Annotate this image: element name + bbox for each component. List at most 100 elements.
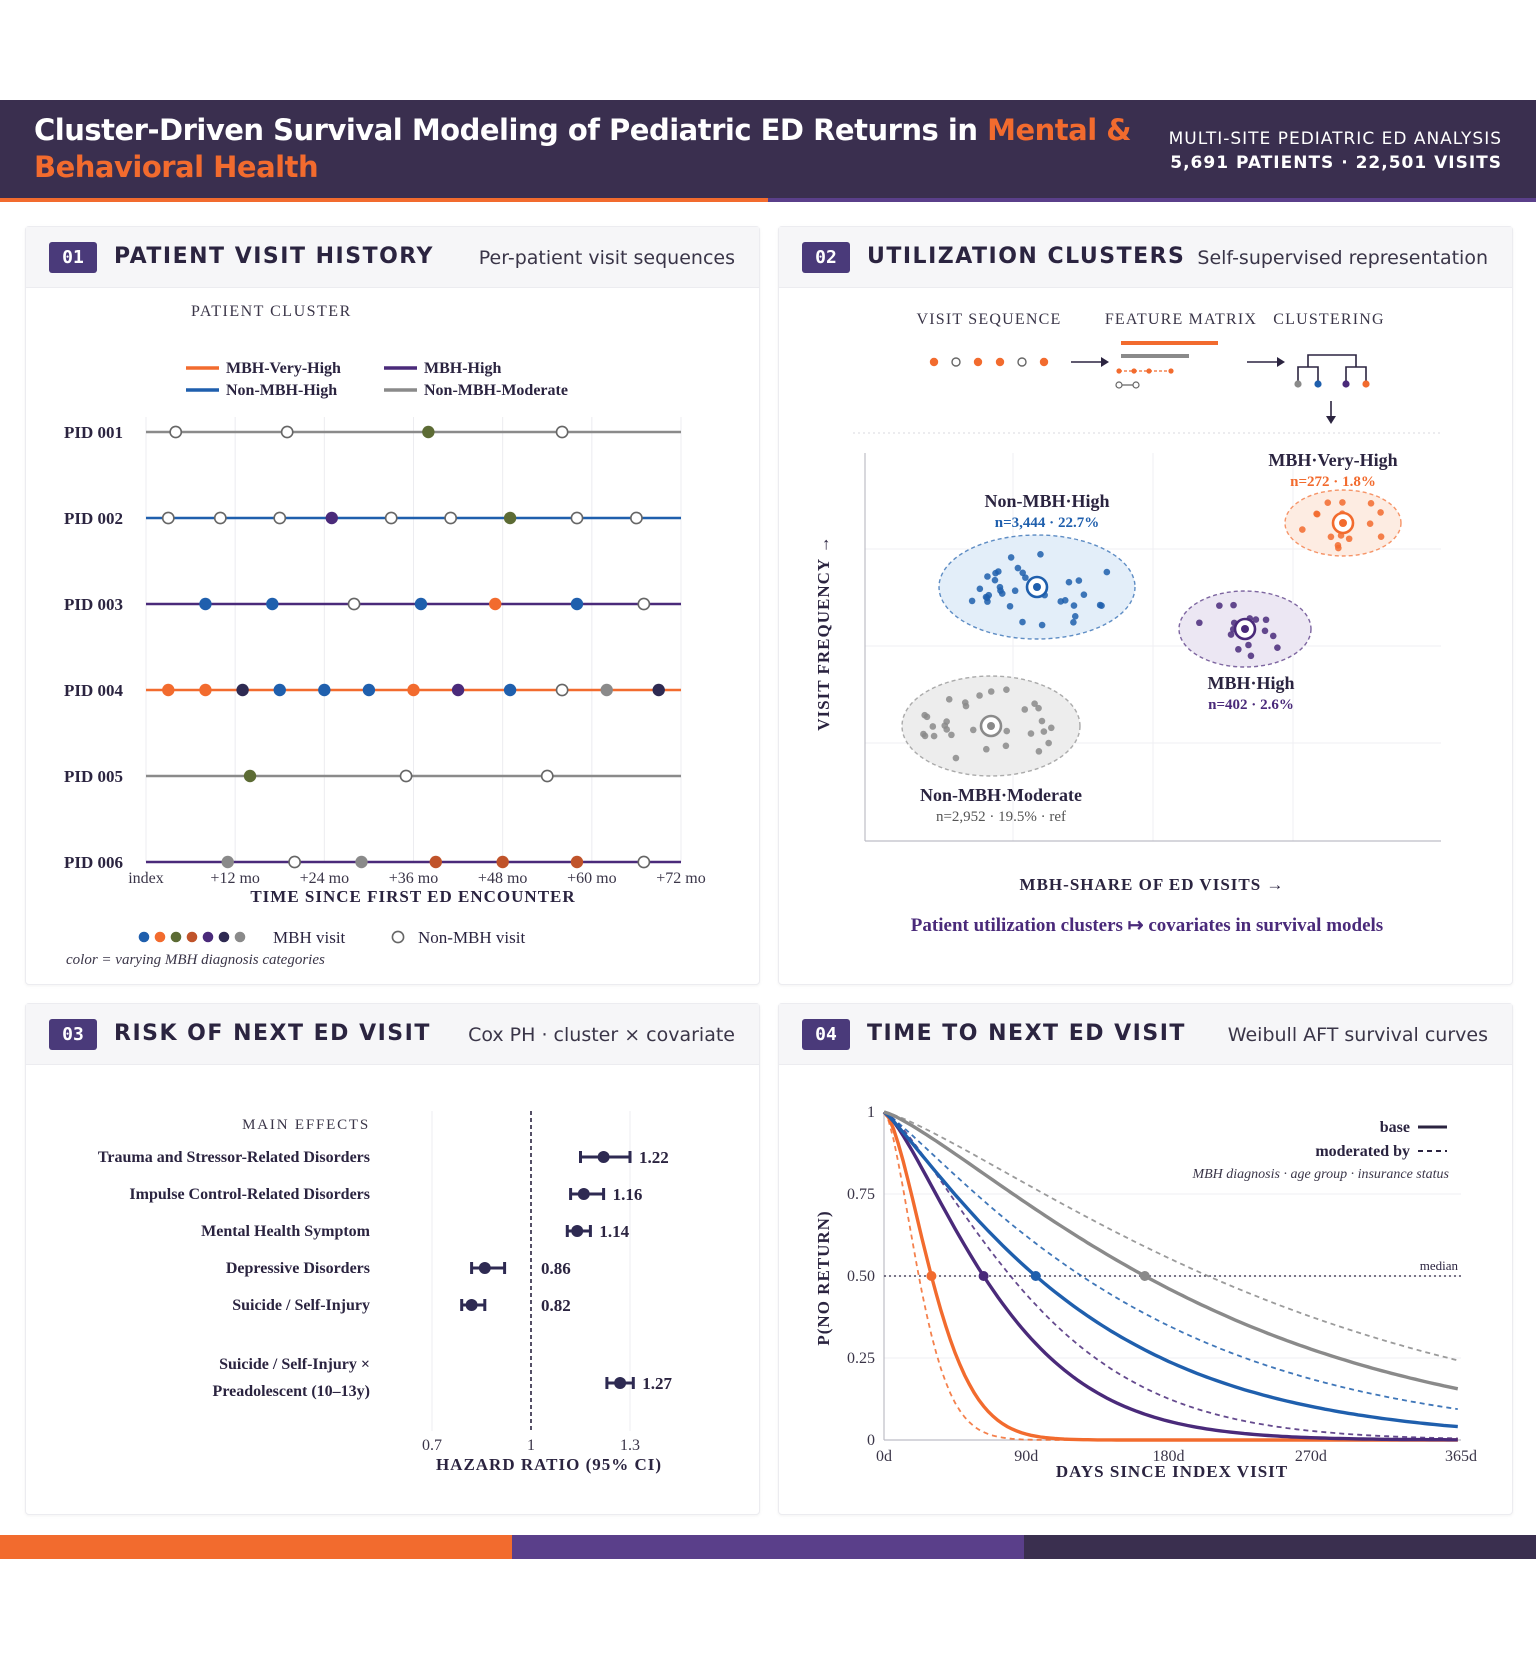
cluster-point [1003, 686, 1010, 694]
footer-bar-orange [0, 1535, 512, 1559]
x-tick-label: +36 mo [389, 870, 438, 887]
pipeline-step-label: VISIT SEQUENCE [917, 311, 1062, 328]
feature-dot [1168, 368, 1174, 374]
cluster-point [1047, 724, 1055, 732]
base-curve [882, 1110, 1458, 1429]
mbh-visit-dot [570, 855, 584, 869]
panel-caption: Patient utilization clusters ↦ covariate… [911, 915, 1383, 936]
title-main: Cluster-Driven Survival Modeling of Pedi… [34, 113, 988, 147]
header-accent-orange [0, 198, 768, 202]
cluster-point [976, 692, 983, 699]
key-mbh-dot [138, 931, 150, 943]
sequence-dot [951, 357, 961, 367]
cluster-point [1035, 704, 1042, 712]
x-tick-label: 365d [1445, 1448, 1477, 1465]
x-tick-label: 0d [876, 1448, 892, 1465]
panel-number-badge: 04 [802, 1019, 850, 1050]
footer-bar-purple [512, 1535, 1024, 1559]
non-mbh-visit-dot [555, 425, 569, 439]
legend-item-label: MBH-High [424, 360, 501, 377]
non-mbh-visit-dot [555, 683, 569, 697]
panel-header: 04 TIME TO NEXT ED VISIT Weibull AFT sur… [779, 1004, 1512, 1065]
patient-id-label: PID 001 [64, 423, 123, 442]
survival-curves-chart: 0 0.25 0.50 0.75 1 0d 90d 180d 270d 365d DAYS SINC… [814, 1104, 1477, 1481]
sequence-dot [929, 357, 939, 367]
mbh-visit-dot [451, 683, 465, 697]
mbh-visit-dot [273, 683, 286, 697]
non-mbh-visit-dot [540, 769, 554, 783]
mbh-visit-dot [570, 597, 584, 611]
cluster-point [1070, 619, 1077, 626]
key-mbh-dot [154, 931, 166, 943]
non-mbh-visit-dot [288, 855, 302, 869]
cluster-point [995, 568, 1002, 575]
cluster-point [1313, 510, 1320, 518]
key-mbh-dot [202, 931, 214, 943]
cluster-point [1245, 641, 1252, 649]
legend-item-label: Non-MBH-Moderate [424, 382, 568, 399]
cluster-stat: n=402 · 2.6% [1208, 697, 1294, 713]
cluster-point [968, 597, 976, 605]
cluster-point [1075, 577, 1083, 584]
cluster-point [969, 726, 977, 734]
cluster-point [1377, 509, 1384, 516]
moderated-curve [883, 1111, 1458, 1440]
mbh-visit-dot [199, 683, 212, 697]
header-banner: Cluster-Driven Survival Modeling of Pedi… [0, 100, 1536, 200]
x-tick-label: 270d [1295, 1448, 1327, 1465]
x-tick-label: 1 [527, 1437, 535, 1454]
panel-number-badge: 01 [49, 242, 97, 273]
key-mbh-dot [218, 931, 230, 943]
section-label: MAIN EFFECTS [242, 1117, 370, 1133]
cluster-centroid-core [987, 722, 995, 730]
non-mbh-visit-dot [637, 597, 651, 611]
cluster-point [1065, 578, 1073, 586]
arrow-head [1277, 357, 1285, 367]
non-mbh-visit-dot [444, 511, 458, 525]
non-mbh-visit-dot [347, 597, 361, 611]
cluster-point [1230, 601, 1237, 609]
cluster-point [1022, 574, 1029, 581]
cluster-point [921, 711, 928, 719]
legend-moderated-label: moderated by [1315, 1143, 1410, 1160]
cluster-point [1269, 632, 1277, 640]
non-mbh-visit-dot [273, 511, 287, 525]
non-mbh-visit-dot [384, 511, 398, 525]
cluster-point [1037, 550, 1044, 558]
cluster-centroid-core [1241, 625, 1249, 633]
cluster-name: MBH·High [1207, 673, 1294, 693]
dendrogram-leaf [1294, 380, 1302, 388]
cluster-point [1339, 499, 1346, 506]
cluster-point [1324, 499, 1332, 506]
base-curve [883, 1110, 1459, 1391]
cluster-point [983, 745, 990, 753]
mbh-visit-dot [162, 683, 175, 697]
cluster-point [1345, 535, 1353, 543]
cluster-point [991, 576, 999, 584]
non-mbh-visit-dot [630, 511, 643, 525]
panel-time-to-next-visit: 04 TIME TO NEXT ED VISIT Weibull AFT sur… [778, 1003, 1513, 1515]
cluster-point [1027, 730, 1035, 737]
feature-dot [1131, 368, 1137, 374]
mbh-visit-dot [600, 683, 613, 697]
cluster-point [1377, 533, 1385, 540]
patient-id-label: PID 006 [64, 853, 123, 872]
cluster-point [1031, 700, 1038, 707]
cluster-point [1070, 602, 1078, 609]
cluster-point [929, 723, 937, 730]
y-axis-label: VISIT FREQUENCY → [814, 535, 833, 731]
mbh-visit-dot [266, 597, 279, 611]
visit-history-chart: PATIENT CLUSTER MBH-Very-High MBH-High Non-… [64, 303, 706, 968]
x-tick-label: 180d [1153, 1448, 1185, 1465]
pipeline-step-label: CLUSTERING [1273, 311, 1385, 328]
non-mbh-visit-dot [399, 769, 413, 783]
legend-note: MBH diagnosis · age group · insurance st… [1191, 1167, 1449, 1182]
cluster-point [930, 732, 938, 740]
hr-value-label: 0.82 [541, 1296, 571, 1315]
cluster-point [1327, 533, 1335, 541]
meta-line-1: MULTI-SITE PEDIATRIC ED ANALYSIS [1168, 129, 1502, 149]
hr-point [465, 1299, 478, 1311]
cluster-point [1196, 619, 1203, 627]
feature-dot [1115, 381, 1123, 389]
page-title: Cluster-Driven Survival Modeling of Pedi… [34, 112, 1154, 186]
